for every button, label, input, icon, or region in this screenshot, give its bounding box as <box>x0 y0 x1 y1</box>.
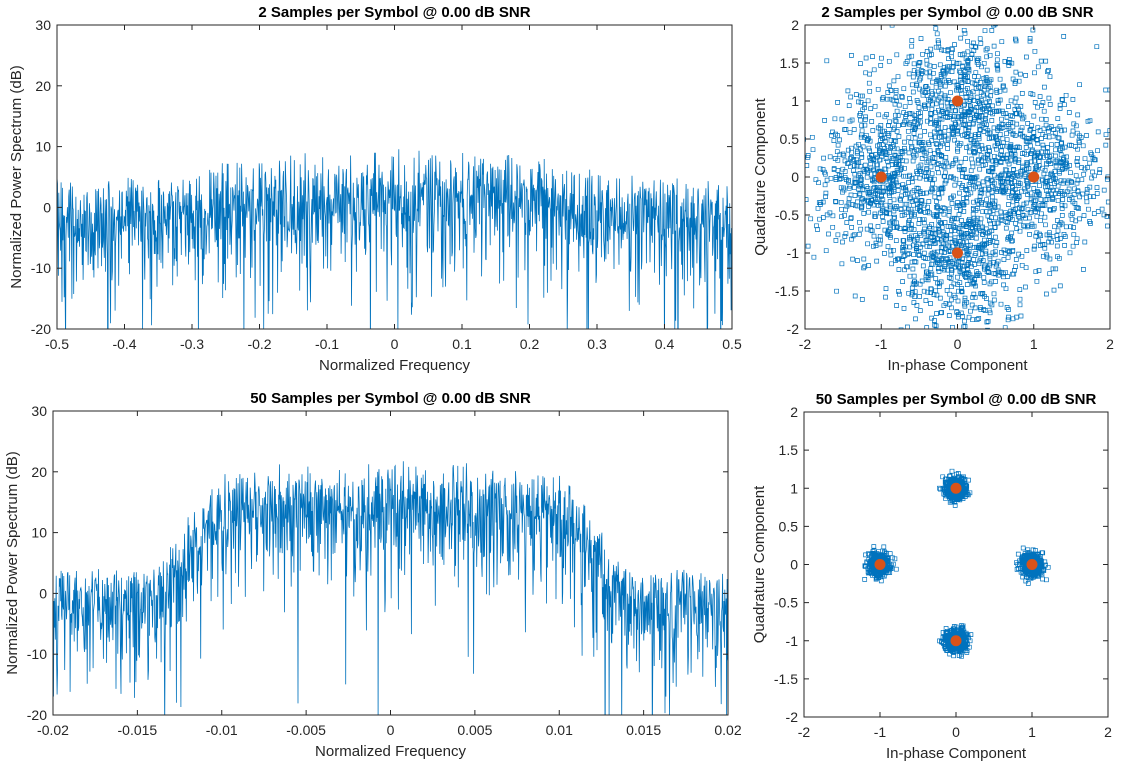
x-tick-label: -0.1 <box>315 336 339 352</box>
y-tick-label: 20 <box>31 464 47 480</box>
reference-symbol-point <box>950 482 962 494</box>
x-tick-label: 0.01 <box>546 722 573 738</box>
x-tick-label: 0 <box>952 724 960 740</box>
y-tick-label: -20 <box>31 321 51 337</box>
x-tick-label: -0.02 <box>37 722 69 738</box>
chart-title: 50 Samples per Symbol @ 0.00 dB SNR <box>250 390 531 407</box>
x-axis-label: Normalized Frequency <box>319 357 470 374</box>
y-tick-label: -0.5 <box>774 595 798 611</box>
plot-data-layer <box>53 461 728 715</box>
x-tick-label: 0 <box>387 722 395 738</box>
chart-constellation_50sps: 50 Samples per Symbol @ 0.00 dB SNR In-ph… <box>751 391 1112 762</box>
x-tick-label: -0.005 <box>286 722 326 738</box>
x-tick-label: 2 <box>1106 336 1114 352</box>
x-axis-label: In-phase Component <box>886 745 1027 762</box>
x-tick-label: -0.01 <box>206 722 238 738</box>
spectrum-line <box>57 149 732 329</box>
chart-title: 2 Samples per Symbol @ 0.00 dB SNR <box>821 4 1093 21</box>
reference-symbol-point <box>1026 559 1038 570</box>
y-tick-label: 0 <box>791 169 799 185</box>
chart-title: 2 Samples per Symbol @ 0.00 dB SNR <box>258 4 530 21</box>
y-tick-label: 10 <box>35 139 51 155</box>
y-tick-label: 0 <box>39 585 47 601</box>
y-tick-label: 30 <box>35 17 51 33</box>
spectrum-line <box>53 461 728 715</box>
plot-data-layer <box>57 149 732 329</box>
y-axis-label: Quadrature Component <box>752 97 769 255</box>
x-tick-label: -0.5 <box>45 336 69 352</box>
y-tick-label: -10 <box>27 646 47 662</box>
y-axis-label: Normalized Power Spectrum (dB) <box>4 451 21 674</box>
received-symbol-markers <box>862 468 1051 659</box>
plot-frame <box>56 24 733 330</box>
x-tick-label: -0.4 <box>112 336 136 352</box>
y-axis-label: Normalized Power Spectrum (dB) <box>8 65 25 288</box>
y-tick-label: 0.5 <box>780 131 800 147</box>
chart-spectrum_50sps: 50 Samples per Symbol @ 0.00 dB SNR Norma… <box>4 390 742 760</box>
reference-symbol-point <box>1028 171 1040 183</box>
y-tick-label: -2 <box>786 709 799 725</box>
y-tick-label: -1 <box>786 633 799 649</box>
x-tick-label: -2 <box>798 724 811 740</box>
y-tick-label: 2 <box>791 17 799 33</box>
plot-frame <box>52 410 729 716</box>
chart-spectrum_2sps: 2 Samples per Symbol @ 0.00 dB SNR Normal… <box>8 4 742 374</box>
y-tick-label: -1.5 <box>775 283 799 299</box>
x-tick-label: 0 <box>954 336 962 352</box>
plot-frame <box>803 411 1109 718</box>
y-tick-label: -2 <box>787 321 800 337</box>
y-tick-label: 20 <box>35 78 51 94</box>
chart-constellation_2sps: 2 Samples per Symbol @ 0.00 dB SNR In-pha… <box>752 4 1114 374</box>
y-tick-label: 0 <box>790 557 798 573</box>
x-tick-label: 0.1 <box>452 336 472 352</box>
chart-title: 50 Samples per Symbol @ 0.00 dB SNR <box>816 391 1097 408</box>
y-tick-label: -1.5 <box>774 671 798 687</box>
reference-symbol-point <box>952 95 963 107</box>
y-axis-label: Quadrature Component <box>751 485 768 643</box>
x-tick-label: 0.5 <box>722 336 742 352</box>
x-tick-label: 0.015 <box>626 722 661 738</box>
y-tick-label: 0 <box>43 199 51 215</box>
x-tick-label: -0.3 <box>180 336 204 352</box>
x-tick-label: 2 <box>1104 724 1112 740</box>
y-tick-label: -0.5 <box>775 207 799 223</box>
x-tick-label: 0 <box>391 336 399 352</box>
x-tick-label: -1 <box>875 336 888 352</box>
x-tick-label: -0.2 <box>247 336 271 352</box>
y-tick-label: -10 <box>31 260 51 276</box>
reference-symbol-point <box>950 635 962 647</box>
reference-symbol-point <box>952 247 963 259</box>
reference-symbol-point <box>875 171 887 183</box>
y-tick-label: 1 <box>790 480 798 496</box>
y-tick-label: 30 <box>31 403 47 419</box>
y-tick-label: -20 <box>27 707 47 723</box>
x-tick-label: -2 <box>799 336 812 352</box>
reference-symbol-point <box>874 559 886 570</box>
y-tick-label: 0.5 <box>779 518 799 534</box>
y-tick-label: 1.5 <box>779 442 799 458</box>
x-tick-label: 0.005 <box>457 722 492 738</box>
y-tick-label: 1 <box>791 93 799 109</box>
y-tick-label: 10 <box>31 525 47 541</box>
y-tick-label: 1.5 <box>780 55 800 71</box>
x-axis-label: Normalized Frequency <box>315 743 466 760</box>
x-tick-label: 0.3 <box>587 336 607 352</box>
x-axis-label: In-phase Component <box>887 357 1028 374</box>
received-symbol-markers <box>805 25 1110 329</box>
x-tick-label: 0.2 <box>520 336 540 352</box>
x-tick-label: -0.015 <box>118 722 158 738</box>
y-tick-label: 2 <box>790 404 798 420</box>
x-tick-label: 1 <box>1028 724 1036 740</box>
x-tick-label: 0.02 <box>714 722 741 738</box>
x-tick-label: 0.4 <box>655 336 675 352</box>
plot-data-layer <box>805 25 1110 329</box>
y-tick-label: -1 <box>787 245 800 261</box>
x-tick-label: -1 <box>874 724 887 740</box>
x-tick-label: 1 <box>1030 336 1038 352</box>
plot-data-layer <box>862 468 1051 659</box>
